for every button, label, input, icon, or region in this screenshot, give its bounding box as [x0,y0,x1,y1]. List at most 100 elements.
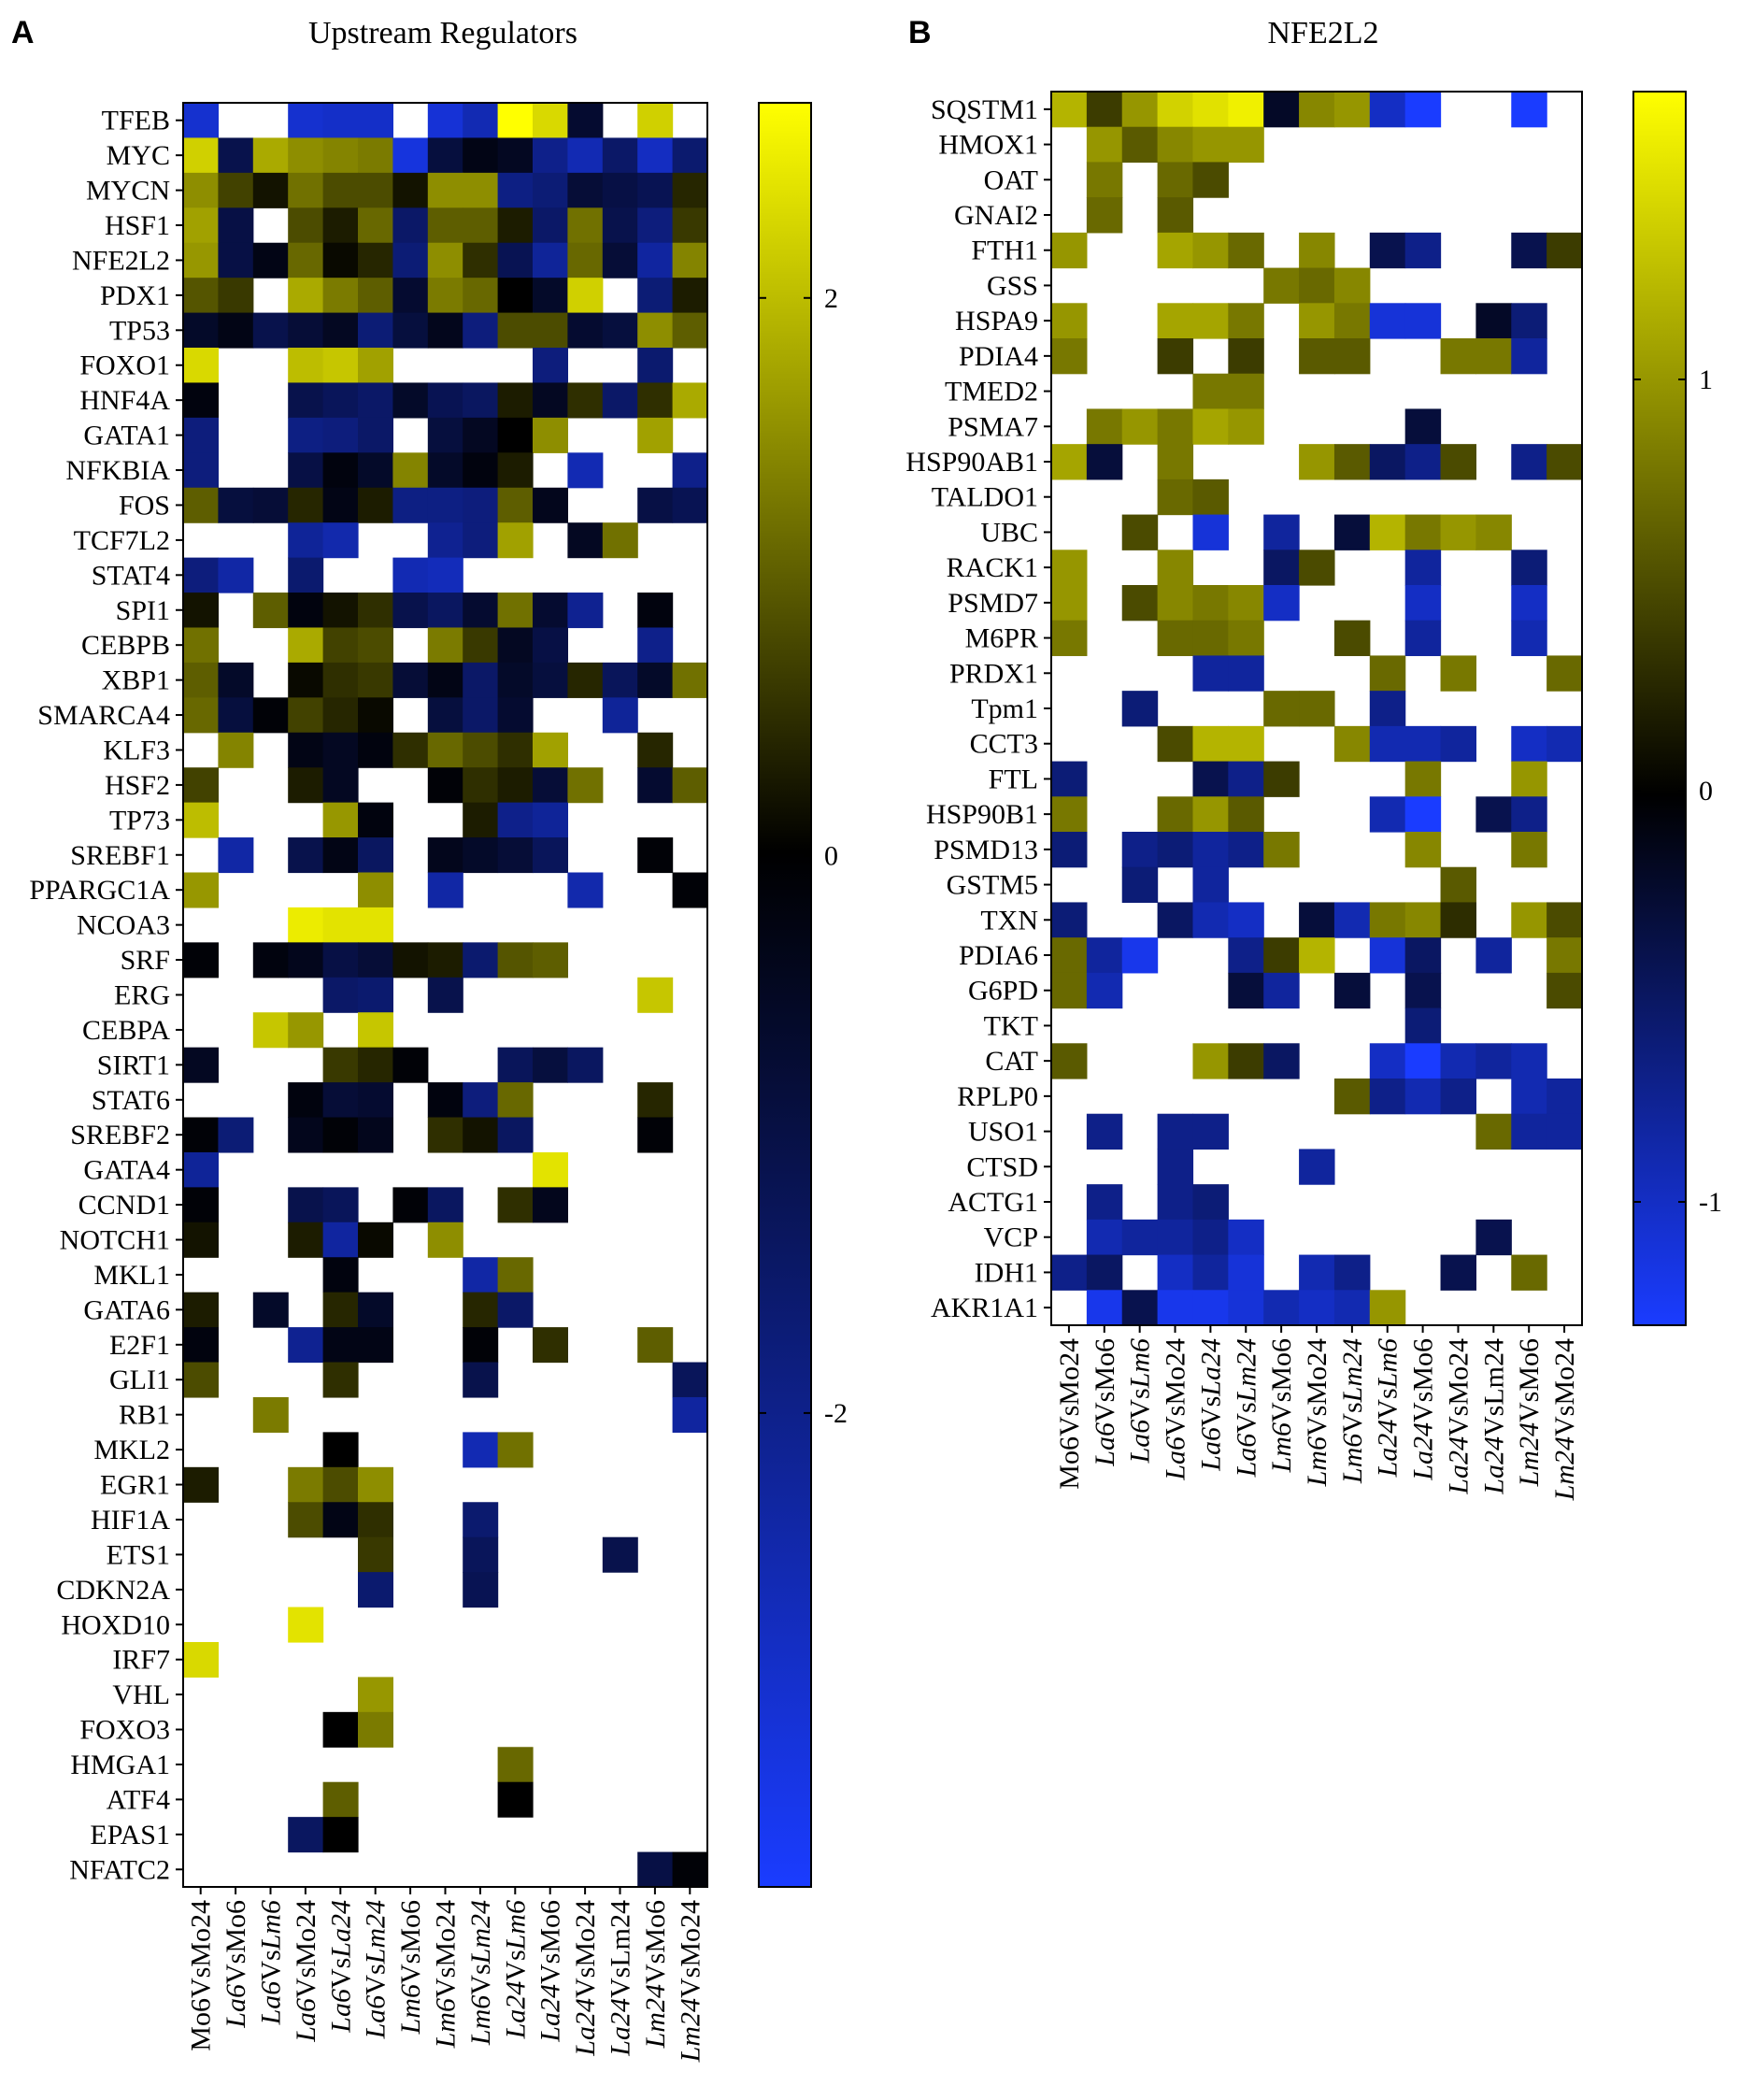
heatmap-cell [1157,725,1194,763]
heatmap-cell [358,907,393,943]
colorbar-tick-label: -1 [1699,1187,1722,1218]
heatmap-cell [1228,725,1264,763]
heatmap-cell [672,872,708,908]
heatmap-cell [497,1747,534,1783]
heatmap-cell [1333,444,1371,480]
panel-b-colorbar-ticks: -1 0 1 [1633,364,1722,1218]
panel-a-cells [183,103,708,1888]
heatmap-cell [1051,620,1088,657]
heatmap-cell [463,487,499,523]
heatmap-cell [358,942,393,979]
column-label-part: VsMo6 [395,1900,426,1984]
heatmap-cell [322,1432,359,1468]
heatmap-cell [1192,902,1229,938]
heatmap-cell [288,907,324,943]
row-label: HOXD10 [61,1609,170,1640]
heatmap-cell [183,242,219,279]
heatmap-cell [288,382,324,419]
column-label-part: La24 [535,1984,566,2043]
heatmap-cell [358,487,393,523]
heatmap-cell [288,732,324,768]
heatmap-cell [672,452,708,489]
heatmap-cell [183,1327,219,1364]
heatmap-cell [1299,92,1335,128]
heatmap-cell [1051,972,1088,1009]
row-label: USO1 [968,1117,1038,1148]
heatmap-cell [1157,902,1194,938]
heatmap-cell [1086,162,1123,198]
heatmap-cell [1192,92,1229,128]
heatmap-cell [288,1817,324,1853]
row-label: GATA4 [83,1155,170,1186]
heatmap-cell [1511,796,1547,833]
heatmap-cell [1369,444,1406,480]
heatmap-cell [497,1781,534,1818]
heatmap-cell [358,242,393,279]
column-label-part: La6 [1231,1434,1261,1479]
heatmap-cell [427,172,463,208]
heatmap-cell [1051,832,1088,868]
heatmap-cell [1333,1254,1371,1291]
heatmap-cell [288,522,324,559]
heatmap-cell [322,942,359,979]
row-label: ETS1 [107,1539,170,1570]
heatmap-cell [1263,1290,1300,1326]
heatmap-cell [288,627,324,664]
heatmap-cell [463,382,499,419]
heatmap-cell [497,522,534,559]
heatmap-cell [533,103,568,139]
heatmap-cell [1511,1254,1547,1291]
heatmap-cell [358,977,393,1013]
row-label: ACTG1 [948,1187,1038,1218]
heatmap-cell [218,697,254,734]
heatmap-cell [252,1012,289,1049]
column-label-part: Lm24 [675,1998,706,2063]
row-label: UBC [980,517,1038,548]
heatmap-cell [1086,1254,1123,1291]
heatmap-cell [672,207,708,244]
heatmap-cell [497,452,534,489]
column-label-part: VsMo6 [221,1900,251,1984]
heatmap-cell [1121,585,1159,621]
column-label: La6VsLm24 [1231,1338,1261,1478]
heatmap-cell [322,627,359,664]
heatmap-cell [1157,1290,1194,1326]
heatmap-cell [322,662,359,698]
heatmap-cell [322,242,359,279]
heatmap-cell [183,207,219,244]
column-label: La24VsMo6 [1408,1338,1439,1481]
heatmap-cell [392,172,429,208]
heatmap-cell [1475,1043,1512,1079]
heatmap-cell [358,802,393,838]
column-label-part: Lm6 [431,1998,462,2049]
heatmap-cell [1086,92,1123,128]
heatmap-cell [1228,1219,1264,1256]
column-label-part: Vs [325,1958,356,1989]
heatmap-cell [1121,514,1159,550]
heatmap-cell [358,1536,393,1573]
heatmap-cell [1511,550,1547,586]
column-label: La6VsLm6 [1125,1338,1156,1464]
heatmap-cell [427,487,463,523]
heatmap-cell [637,627,674,664]
heatmap-cell [497,802,534,838]
heatmap-cell [637,837,674,874]
column-label-part: La24 [325,1900,356,1959]
heatmap-cell [463,1117,499,1153]
heatmap-cell [358,382,393,419]
column-label: La24VsLm24 [606,1900,636,2057]
heatmap-cell [392,278,429,314]
row-label: NFATC2 [69,1854,170,1885]
heatmap-cell [1228,761,1264,797]
heatmap-cell [252,312,289,349]
heatmap-cell [427,1082,463,1119]
column-label-part: La24 [1195,1338,1226,1397]
panel-a-colorbar: -2 0 2 [758,102,848,1888]
heatmap-cell [358,137,393,174]
row-label: XBP1 [102,665,170,696]
heatmap-cell [672,382,708,419]
heatmap-cell [637,103,674,139]
heatmap-cell [427,1117,463,1153]
heatmap-cell [533,767,568,804]
heatmap-cell [1228,655,1264,692]
